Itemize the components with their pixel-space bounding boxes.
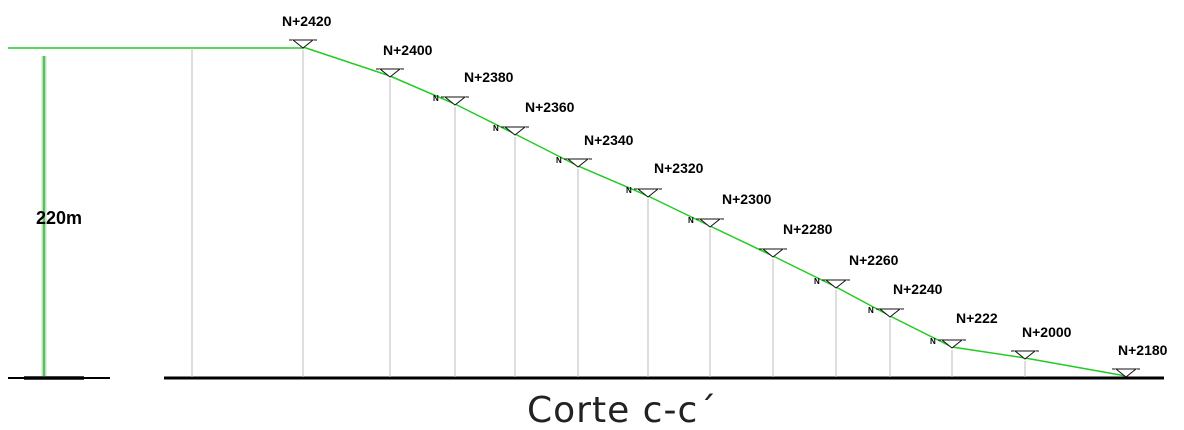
level-marker: N+2280 [759,221,833,257]
level-triangle [293,40,313,48]
level-label: N+2000 [1022,324,1072,340]
small-level-mark: N [556,156,562,165]
level-label: N+222 [956,310,998,326]
level-markers: N+2420 N+2400 N N+2380 N N+2360 N N+2340 N N+2320… [282,13,1168,377]
level-label: N+2340 [584,132,634,148]
level-label: N+2360 [525,99,575,115]
level-triangle [1015,351,1035,359]
small-level-mark: N [868,306,874,315]
level-label: N+2280 [783,221,833,237]
small-level-mark: N [688,216,694,225]
level-label: N+2240 [893,281,943,297]
section-title: Corte c-c´ [527,390,717,430]
level-marker: N N+2240 [868,281,943,317]
level-label: N+2400 [383,42,433,58]
level-label: N+2300 [722,191,772,207]
level-label: N+2320 [654,160,704,176]
small-level-mark: N [930,337,936,346]
small-level-mark: N [814,277,820,286]
level-marker: N+2400 [376,42,433,77]
level-marker: N+2180 [1112,342,1168,377]
small-level-mark: N [493,124,499,133]
level-label: N+2180 [1118,342,1168,358]
slope-profile [303,47,1126,376]
level-label: N+2380 [464,69,514,85]
station-lines [192,48,1025,377]
level-marker: N+2000 [1011,324,1072,359]
level-marker: N+2420 [282,13,332,48]
small-level-mark: N [433,94,439,103]
level-triangle [1116,369,1136,377]
level-marker: N N+2340 [556,132,634,167]
level-marker: N N+222 [930,310,998,348]
level-label: N+2420 [282,13,332,29]
level-label: N+2260 [849,252,899,268]
small-level-mark: N [626,186,632,195]
height-label: 220m [36,208,82,228]
